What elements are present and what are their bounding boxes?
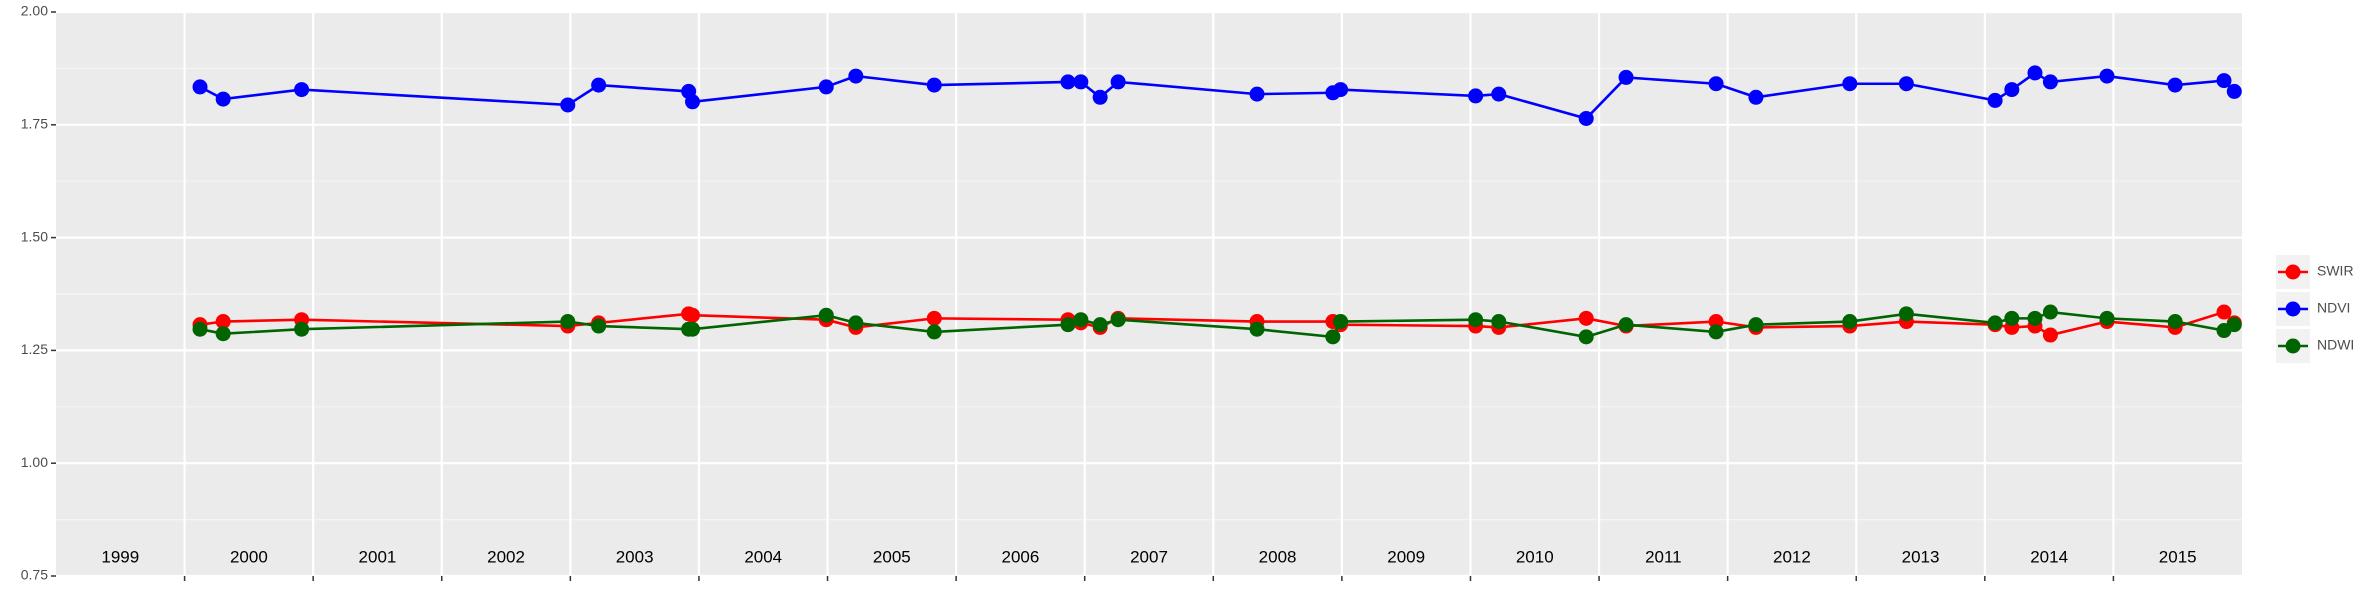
x-tick-label: 2007 xyxy=(1130,547,1168,566)
point xyxy=(591,77,607,93)
point xyxy=(926,310,942,326)
point xyxy=(818,307,834,323)
point xyxy=(1092,317,1108,333)
y-tick-label: 0.75 xyxy=(21,567,48,583)
x-tick-label: 2003 xyxy=(616,547,654,566)
point xyxy=(1249,86,1265,102)
legend-label: SWIR xyxy=(2317,263,2354,279)
point xyxy=(1708,76,1724,92)
point xyxy=(192,79,208,95)
point xyxy=(1578,110,1594,126)
legend-dot xyxy=(2285,264,2301,280)
point xyxy=(2042,327,2058,343)
point xyxy=(1468,312,1484,328)
point xyxy=(1249,321,1265,337)
legend-label: NDWI xyxy=(2317,337,2354,353)
y-tick-label: 2.00 xyxy=(21,3,48,19)
point xyxy=(1578,329,1594,345)
point xyxy=(1333,82,1349,98)
x-tick-label: 2004 xyxy=(744,547,782,566)
point xyxy=(2216,304,2232,320)
point xyxy=(1468,88,1484,104)
point xyxy=(848,315,864,331)
x-tick-label: 2013 xyxy=(1902,547,1940,566)
legend-dot xyxy=(2285,338,2301,354)
point xyxy=(1708,314,1724,330)
point xyxy=(1491,314,1507,330)
point xyxy=(591,318,607,334)
point xyxy=(2226,83,2242,99)
point xyxy=(1748,89,1764,105)
x-tick-label: 2008 xyxy=(1259,547,1297,566)
point xyxy=(2027,310,2043,326)
point xyxy=(1898,76,1914,92)
y-tick-label: 1.25 xyxy=(21,341,48,357)
legend-label: NDVI xyxy=(2317,300,2350,316)
point xyxy=(1092,89,1108,105)
point xyxy=(1073,74,1089,90)
point xyxy=(1325,329,1341,345)
x-tick-label: 2005 xyxy=(873,547,911,566)
point xyxy=(2042,74,2058,90)
x-tick-label: 2009 xyxy=(1387,547,1425,566)
legend-dot xyxy=(2285,301,2301,317)
x-tick-label: 2012 xyxy=(1773,547,1811,566)
point xyxy=(192,321,208,337)
point xyxy=(294,321,310,337)
point xyxy=(1073,312,1089,328)
point xyxy=(685,94,701,110)
point xyxy=(1491,86,1507,102)
point xyxy=(848,68,864,84)
point xyxy=(1987,315,2003,331)
x-tick-label: 2015 xyxy=(2159,547,2197,566)
point xyxy=(1060,317,1076,333)
y-tick-label: 1.00 xyxy=(21,454,48,470)
point xyxy=(215,326,231,342)
point xyxy=(2099,310,2115,326)
point xyxy=(2167,314,2183,330)
point xyxy=(685,307,701,323)
x-tick-label: 1999 xyxy=(101,547,139,566)
point xyxy=(2216,73,2232,89)
point xyxy=(1842,76,1858,92)
point xyxy=(1842,314,1858,330)
point xyxy=(926,77,942,93)
point xyxy=(2226,317,2242,333)
point xyxy=(926,324,942,340)
point xyxy=(2167,77,2183,93)
point xyxy=(1618,317,1634,333)
point xyxy=(1578,310,1594,326)
point xyxy=(560,97,576,113)
point xyxy=(1110,74,1126,90)
x-tick-label: 2002 xyxy=(487,547,525,566)
point xyxy=(685,321,701,337)
point xyxy=(2042,304,2058,320)
x-tick-label: 2011 xyxy=(1645,547,1682,566)
point xyxy=(1748,317,1764,333)
x-tick-label: 2014 xyxy=(2030,547,2068,566)
point xyxy=(215,91,231,107)
x-tick-label: 2000 xyxy=(230,547,268,566)
point xyxy=(2027,65,2043,81)
point xyxy=(1060,74,1076,90)
point xyxy=(1708,324,1724,340)
x-tick-label: 2001 xyxy=(359,547,397,566)
x-tick-label: 2010 xyxy=(1516,547,1554,566)
point xyxy=(2099,68,2115,84)
point xyxy=(818,79,834,95)
point xyxy=(2004,310,2020,326)
y-tick-label: 1.75 xyxy=(21,116,48,132)
point xyxy=(1898,306,1914,322)
point xyxy=(1333,314,1349,330)
point xyxy=(1110,312,1126,328)
point xyxy=(1618,69,1634,85)
point xyxy=(560,314,576,330)
y-tick-label: 1.50 xyxy=(21,228,48,244)
point xyxy=(2004,82,2020,98)
point xyxy=(1987,92,2003,108)
point xyxy=(215,314,231,330)
x-tick-label: 2006 xyxy=(1001,547,1039,566)
point xyxy=(294,82,310,98)
